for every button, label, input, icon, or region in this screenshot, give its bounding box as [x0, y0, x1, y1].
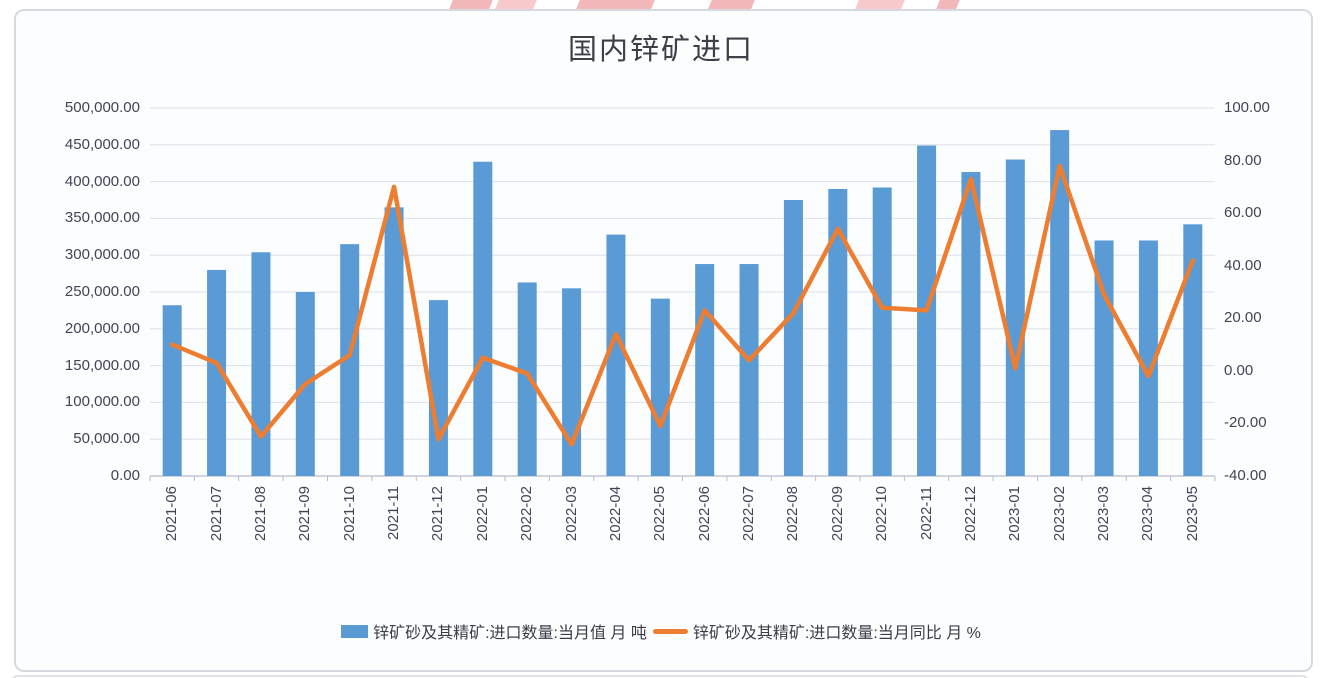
x-axis-tick-label: 2023-03 — [1095, 486, 1113, 542]
x-axis-tick-label: 2021-12 — [429, 486, 447, 542]
left-axis-tick-label: 400,000.00 — [64, 172, 140, 190]
x-axis-tick-label: 2021-06 — [163, 486, 181, 542]
x-axis-tick-label: 2021-11 — [385, 486, 403, 540]
x-axis-tick-label: 2022-02 — [518, 486, 536, 542]
legend-line-swatch-icon — [652, 628, 688, 634]
chart-title: 国内锌矿进口 — [567, 34, 754, 66]
left-axis-tick-label: 200,000.00 — [64, 319, 140, 337]
x-axis-tick-label: 2022-06 — [695, 486, 713, 542]
x-axis-tick-label: 2022-12 — [961, 486, 979, 542]
x-axis-tick-label: 2022-03 — [562, 486, 580, 542]
right-axis-tick-label: 80.00 — [1224, 151, 1262, 169]
left-axis-tick-label: 450,000.00 — [64, 135, 140, 153]
x-axis-tick-label: 2021-10 — [340, 486, 358, 542]
x-axis-tick-label: 2023-01 — [1006, 486, 1024, 542]
left-axis-tick-label: 100,000.00 — [64, 393, 140, 411]
left-axis-tick-label: 50,000.00 — [73, 430, 140, 448]
x-axis-tick-label: 2022-07 — [740, 486, 758, 542]
legend: 锌矿砂及其精矿:进口数量:当月值 月 吨 锌矿砂及其精矿:进口数量:当月同比 月… — [0, 620, 1322, 642]
x-axis-tick-label: 2023-02 — [1050, 486, 1068, 542]
x-axis-tick-label: 2021-09 — [296, 486, 314, 542]
x-axis-tick-label: 2023-05 — [1183, 486, 1201, 542]
x-axis-tick-label: 2022-05 — [651, 486, 669, 542]
right-axis-tick-label: 20.00 — [1224, 309, 1262, 327]
x-axis-tick-label: 2022-08 — [784, 486, 802, 542]
x-axis-tick-label: 2022-01 — [473, 486, 491, 542]
legend-bar-swatch-icon — [341, 624, 369, 638]
x-axis-tick-label: 2023-04 — [1139, 486, 1157, 542]
legend-label-line-series: 锌矿砂及其精矿:进口数量:当月同比 月 % — [692, 625, 981, 642]
right-axis-tick-label: 100.00 — [1224, 99, 1270, 116]
left-axis-tick-label: 350,000.00 — [64, 209, 140, 227]
left-axis-tick-label: 150,000.00 — [64, 356, 140, 374]
left-axis-tick-label: 250,000.00 — [64, 283, 140, 300]
right-axis-tick-label: -20.00 — [1224, 414, 1267, 432]
right-axis-tick-label: 0.00 — [1224, 361, 1254, 379]
left-axis-tick-label: 300,000.00 — [64, 246, 140, 264]
legend-item-line-series: 锌矿砂及其精矿:进口数量:当月同比 月 % — [652, 619, 981, 643]
x-axis-tick-label: 2022-04 — [606, 486, 624, 542]
x-axis-tick-label: 2021-07 — [207, 486, 225, 542]
x-axis-tick-label: 2021-08 — [251, 486, 269, 542]
x-axis-tick-label: 2022-11 — [917, 486, 935, 540]
right-axis-tick-label: -40.00 — [1224, 467, 1267, 484]
left-axis-tick-label: 0.00 — [110, 467, 140, 484]
x-axis-tick-label: 2022-09 — [828, 486, 846, 542]
left-axis-tick-label: 500,000.00 — [64, 99, 140, 116]
right-axis-tick-label: 60.00 — [1224, 204, 1262, 222]
x-axis-tick-label: 2022-10 — [873, 486, 891, 542]
legend-label-bar-series: 锌矿砂及其精矿:进口数量:当月值 月 吨 — [373, 625, 647, 642]
legend-item-bar-series: 锌矿砂及其精矿:进口数量:当月值 月 吨 — [341, 619, 647, 643]
right-axis-tick-label: 40.00 — [1224, 256, 1262, 274]
